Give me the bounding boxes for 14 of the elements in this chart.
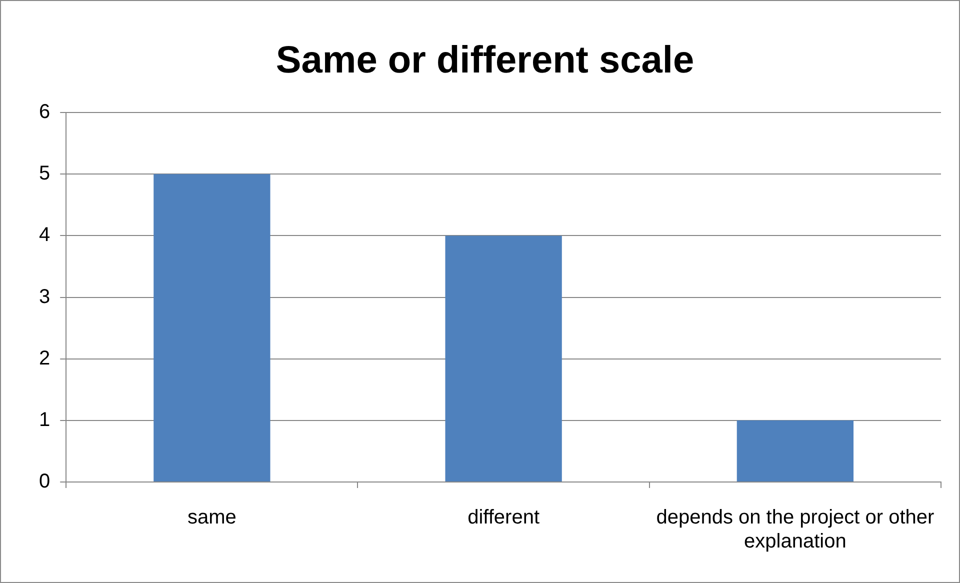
y-tick-label: 4 <box>39 224 50 246</box>
y-tick-label: 0 <box>39 470 50 493</box>
chart-title: Same or different scale <box>276 39 694 82</box>
y-tick-label: 1 <box>39 408 50 431</box>
bar <box>736 420 854 482</box>
y-tick-label: 3 <box>39 286 50 308</box>
y-tick-label: 6 <box>39 101 50 124</box>
x-tick-label: same <box>187 506 236 529</box>
bar <box>445 236 562 482</box>
x-tick-label: depends on the project or other explanation <box>656 506 935 553</box>
y-tick-label: 2 <box>39 347 50 370</box>
x-tick-label: different <box>468 506 540 529</box>
bar <box>154 174 270 482</box>
y-tick-label: 5 <box>39 162 50 185</box>
